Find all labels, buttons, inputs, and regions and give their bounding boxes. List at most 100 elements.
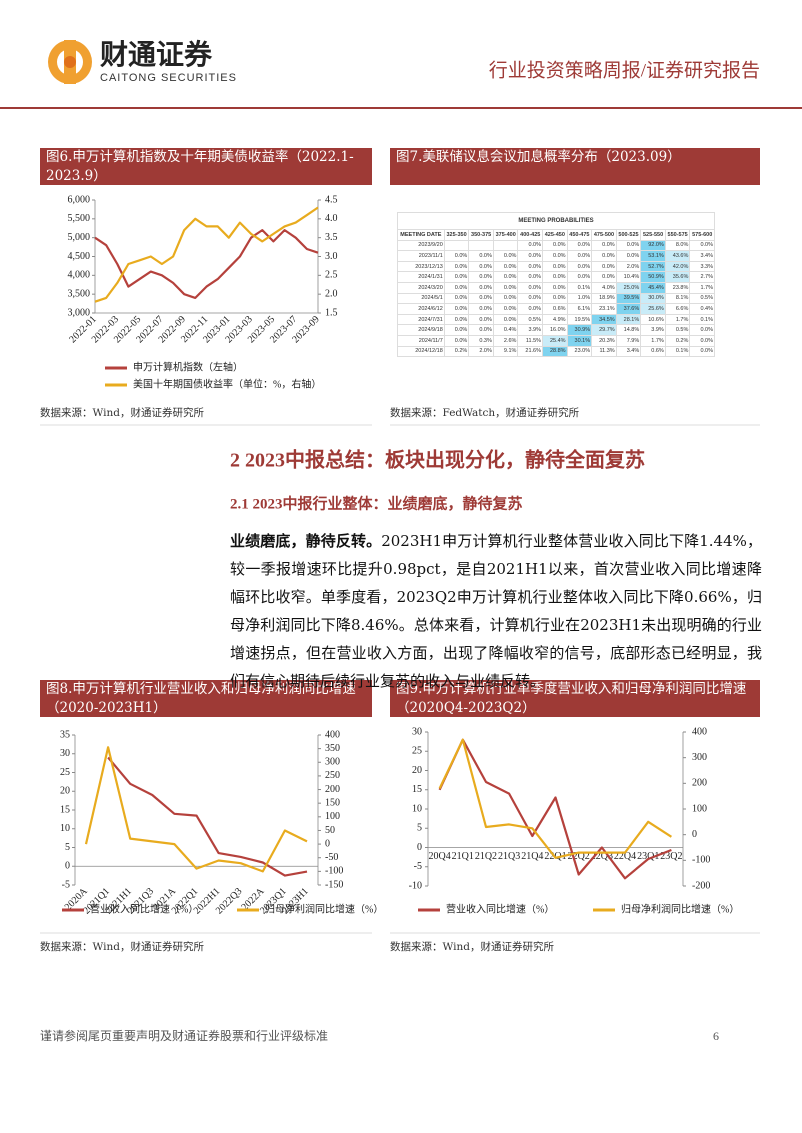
y-tick-label: 15 <box>60 804 70 815</box>
legend-label: 归母净利润同比增速（%） <box>621 902 739 915</box>
figure-source: 数据来源：Wind，财通证券研究所 <box>390 941 554 953</box>
table-cell: 53.1% <box>640 250 666 262</box>
table-cell: 21.6% <box>517 345 544 358</box>
row-label: 2024/9/18 <box>397 324 445 336</box>
table-cell: 0.0% <box>492 260 519 273</box>
table-row: 2024/6/12 0.0% 0.0% 0.0% 0.0% 0.6% 6.1% 23.1% 37… <box>397 303 715 315</box>
table-cell: 14.8% <box>615 324 642 336</box>
table-cell: 2.0% <box>468 345 494 358</box>
y2-tick-label: 150 <box>325 797 340 808</box>
table-cell: 0.0% <box>468 260 494 273</box>
table-cell: 0.5% <box>664 324 691 336</box>
column-header: 475-500 <box>591 229 617 241</box>
series-line <box>438 738 672 859</box>
table-cell: 19.5% <box>566 313 593 326</box>
x-tick-label: 20Q4 <box>428 851 450 862</box>
table-cell: 0.0% <box>443 260 470 273</box>
table-cell: 7.9% <box>615 334 642 347</box>
chart: -10 -5 0 5 10 15 20 25 30 -200 -100 0 100 200 300 400 20… <box>409 726 740 915</box>
legend-label: 归母净利润同比增速（%） <box>265 902 383 915</box>
table-cell: 3.4% <box>615 345 642 358</box>
table-cell: 2.0% <box>615 260 642 273</box>
figure-caption: 图6.申万计算机指数及十年期美债收益率（2022.1-2023.9） <box>40 148 372 185</box>
table-cell: 0.0% <box>689 345 715 358</box>
series-line <box>84 746 308 873</box>
y-tick-label: 35 <box>60 729 70 740</box>
y2-tick-label: 50 <box>325 825 335 836</box>
y2-tick-label: 3.0 <box>325 251 338 262</box>
table-cell: 0.0% <box>517 292 544 305</box>
column-header: 575-600 <box>689 229 715 241</box>
table-cell: 30.0% <box>640 292 666 305</box>
column-header: 350-375 <box>468 229 494 241</box>
footer-disclaimer: 谨请参阅尾页重要声明及财通证券股票和行业评级标准 <box>40 1028 328 1043</box>
table-cell: 9.1% <box>492 345 519 358</box>
y2-tick-label: 3.5 <box>325 232 338 243</box>
table-cell: 0.0% <box>468 292 494 305</box>
x-tick-label: 23Q2 <box>660 851 682 862</box>
column-header: 375-400 <box>492 229 519 241</box>
table-cell: 4.0% <box>591 281 617 294</box>
y-tick-label: 15 <box>412 784 422 795</box>
column-header: MEETING DATE <box>397 229 445 241</box>
table-cell: 0.0% <box>443 250 470 262</box>
table-cell: 0.0% <box>517 303 544 315</box>
y-tick-label: 20 <box>412 765 422 776</box>
row-label: 2023/9/20 <box>397 239 445 252</box>
table-cell: 0.0% <box>492 292 519 305</box>
table-cell: 0.0% <box>566 239 593 252</box>
table-cell: 8.1% <box>664 292 691 305</box>
table-cell: 0.0% <box>517 271 544 283</box>
figure-caption: 图9.申万计算机行业单季度营业收入和归母净利润同比增速（2020Q4-2023Q… <box>390 680 760 717</box>
table-cell: 3.9% <box>517 324 544 336</box>
paragraph-lead: 业绩磨底，静待反转。 <box>230 532 382 550</box>
x-tick-label: 21Q1 <box>452 851 474 862</box>
x-tick-label: 21Q3 <box>498 851 520 862</box>
table-cell: 0.0% <box>517 260 544 273</box>
logo <box>48 40 92 84</box>
table-cell: 0.0% <box>443 334 470 347</box>
row-label: 2024/11/7 <box>397 334 445 347</box>
y-tick-label: 10 <box>412 803 422 814</box>
table-row: 2024/9/18 0.0% 0.0% 0.4% 3.9% 16.0% 30.9% 29.7%… <box>397 324 715 336</box>
table-cell: 0.0% <box>542 271 568 283</box>
row-label: 2024/1/31 <box>397 271 445 283</box>
table-cell: 2.7% <box>689 271 715 283</box>
table-cell: 0.0% <box>443 281 470 294</box>
table-cell: 0.0% <box>443 324 470 336</box>
table-cell: 0.0% <box>542 250 568 262</box>
table-cell: 10.4% <box>615 271 642 283</box>
table-row: 2023/12/13 0.0% 0.0% 0.0% 0.0% 0.0% 0.0% 0.0% 2.… <box>397 260 715 273</box>
table-cell: 0.0% <box>566 271 593 283</box>
y2-tick-label: 2.5 <box>325 270 338 281</box>
column-header: 425-450 <box>542 229 568 241</box>
x-tick-label: 22Q3 <box>591 851 613 862</box>
table-title: MEETING PROBABILITIES <box>397 212 715 230</box>
table-cell: 0.0% <box>591 271 617 283</box>
row-label: 2024/12/18 <box>397 345 445 358</box>
y2-tick-label: 4.0 <box>325 213 338 224</box>
x-tick-label: 22Q4 <box>614 851 636 862</box>
table-cell: 16.0% <box>542 324 568 336</box>
table-cell: 92.0% <box>640 239 666 252</box>
table-cell: 25.6% <box>640 303 666 315</box>
legend-label: 申万计算机指数（左轴） <box>133 360 243 373</box>
series-line <box>94 206 319 303</box>
table-cell: 0.0% <box>591 250 617 262</box>
y-tick-label: -10 <box>409 880 422 891</box>
table-cell: 0.0% <box>492 281 519 294</box>
table-row: 2024/1/31 0.0% 0.0% 0.0% 0.0% 0.0% 0.0% 0.0% 10.… <box>397 271 715 283</box>
y2-tick-label: 200 <box>692 778 707 789</box>
table-cell: 37.6% <box>615 303 642 315</box>
figure-source: 数据来源：Wind，财通证券研究所 <box>40 407 204 419</box>
y-tick-label: 5 <box>65 842 70 853</box>
y-tick-label: 4,000 <box>68 270 91 281</box>
table-cell: 0.5% <box>517 313 544 326</box>
table-cell: 0.0% <box>443 303 470 315</box>
figure-caption: 图8.申万计算机行业营业收入和归母净利润同比增速（2020-2023H1） <box>40 680 372 717</box>
y-tick-label: 4,500 <box>68 251 91 262</box>
y-tick-label: 5 <box>417 823 422 834</box>
table-cell: 0.0% <box>468 271 494 283</box>
table-cell: 6.1% <box>566 303 593 315</box>
table-cell: 0.0% <box>542 239 568 252</box>
